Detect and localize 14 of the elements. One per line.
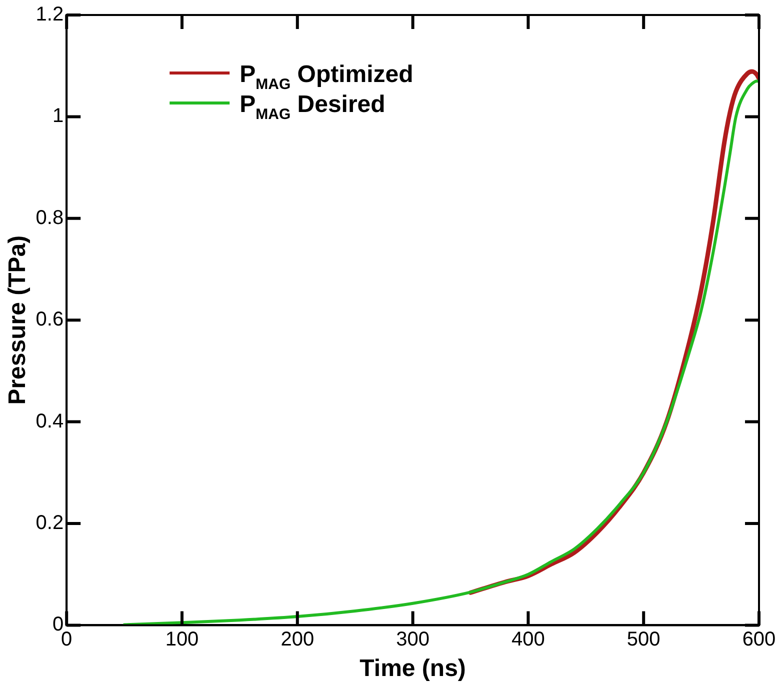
y-axis-title: Pressure (TPa) xyxy=(4,235,32,405)
x-axis-title: Time (ns) xyxy=(360,655,466,682)
x-tick-label: 500 xyxy=(626,628,660,651)
y-tick-label: 0.4 xyxy=(36,410,64,432)
y-tick-label: 0.8 xyxy=(36,206,64,229)
y-tick-label: 0.2 xyxy=(36,512,64,534)
x-tick-label: 200 xyxy=(280,628,314,651)
x-tick-label: 100 xyxy=(165,628,199,651)
x-tick-label: 600 xyxy=(742,628,776,651)
x-tick-label: 300 xyxy=(396,628,430,651)
y-tick-label: 1.2 xyxy=(36,4,64,26)
x-tick-label: 400 xyxy=(512,628,545,651)
y-tick-label: 1 xyxy=(52,105,64,128)
y-tick-label: 0.6 xyxy=(36,308,64,331)
